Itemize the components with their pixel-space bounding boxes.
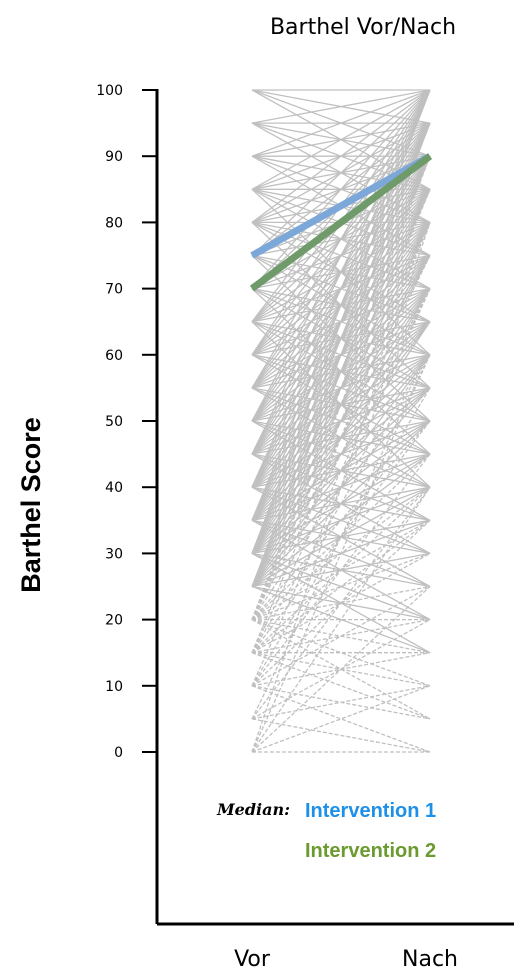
chart-title: Barthel Vor/Nach: [270, 15, 456, 40]
pair-line: [251, 155, 431, 620]
pair-line: [251, 89, 431, 290]
legend-title: Median:: [216, 800, 290, 819]
pair-line: [251, 89, 431, 157]
y-tick-label: 10: [105, 679, 123, 695]
y-tick-label: 0: [114, 745, 123, 761]
x-tick-label: Nach: [402, 947, 458, 972]
pair-line: [251, 552, 431, 621]
pair-line: [251, 552, 431, 654]
pair-line: [251, 486, 431, 588]
y-tick-label: 20: [105, 613, 123, 629]
pair-line: [251, 222, 431, 620]
y-ticks: 0 10 20 30 40 50 60 70 80 90 100: [96, 83, 157, 761]
pair-line: [251, 685, 431, 720]
pair-line: [251, 718, 431, 753]
y-tick-label: 80: [105, 215, 123, 231]
median-line-series-2: [249, 153, 433, 292]
pair-line: [251, 288, 431, 455]
pair-line: [251, 387, 431, 488]
pair-line: [251, 453, 431, 554]
pair-line: [251, 420, 431, 621]
pair-line: [251, 89, 431, 554]
median-line-series-1: [250, 153, 432, 259]
y-tick-label: 40: [105, 480, 123, 496]
y-tick-label: 70: [105, 282, 123, 298]
pair-line: [251, 221, 431, 389]
pair-line: [251, 89, 431, 488]
x-ticks: Vor Nach: [234, 947, 458, 972]
pair-line: [251, 354, 431, 753]
y-axis-label: Barthel Score: [16, 417, 46, 593]
legend-item-series-1: Intervention 1: [305, 800, 436, 822]
pair-line: [251, 486, 431, 753]
pair-line: [251, 89, 431, 124]
pair-line: [251, 321, 431, 488]
y-tick-label: 50: [105, 414, 123, 430]
pair-line: [251, 122, 431, 223]
y-tick-label: 90: [105, 149, 123, 165]
pair-line: [251, 685, 431, 753]
y-tick-label: 60: [105, 348, 123, 364]
pair-line: [251, 685, 431, 753]
pair-line: [251, 586, 431, 753]
pair-line: [251, 188, 431, 290]
legend-item-series-2: Intervention 2: [305, 840, 436, 862]
pair-line: [251, 222, 431, 753]
legend: Intervention 1 Intervention 2: [305, 800, 436, 862]
pair-line: [251, 255, 431, 620]
pair-line: [251, 89, 431, 422]
x-tick-label: Vor: [234, 947, 271, 972]
y-tick-label: 30: [105, 546, 123, 562]
y-tick-label: 100: [96, 83, 123, 99]
pair-line: [251, 188, 431, 356]
pair-line: [251, 519, 431, 654]
pair-line: [251, 354, 431, 720]
pair-line: [251, 288, 431, 620]
pair-line: [251, 89, 431, 223]
pair-line: [251, 255, 431, 422]
pair-line: [251, 420, 431, 521]
pair-line: [251, 652, 431, 720]
pair-line: [251, 288, 431, 653]
median-lines: [249, 153, 433, 292]
individual-pairs: [251, 89, 431, 753]
pair-line: [251, 519, 431, 621]
pair-line: [251, 122, 431, 587]
